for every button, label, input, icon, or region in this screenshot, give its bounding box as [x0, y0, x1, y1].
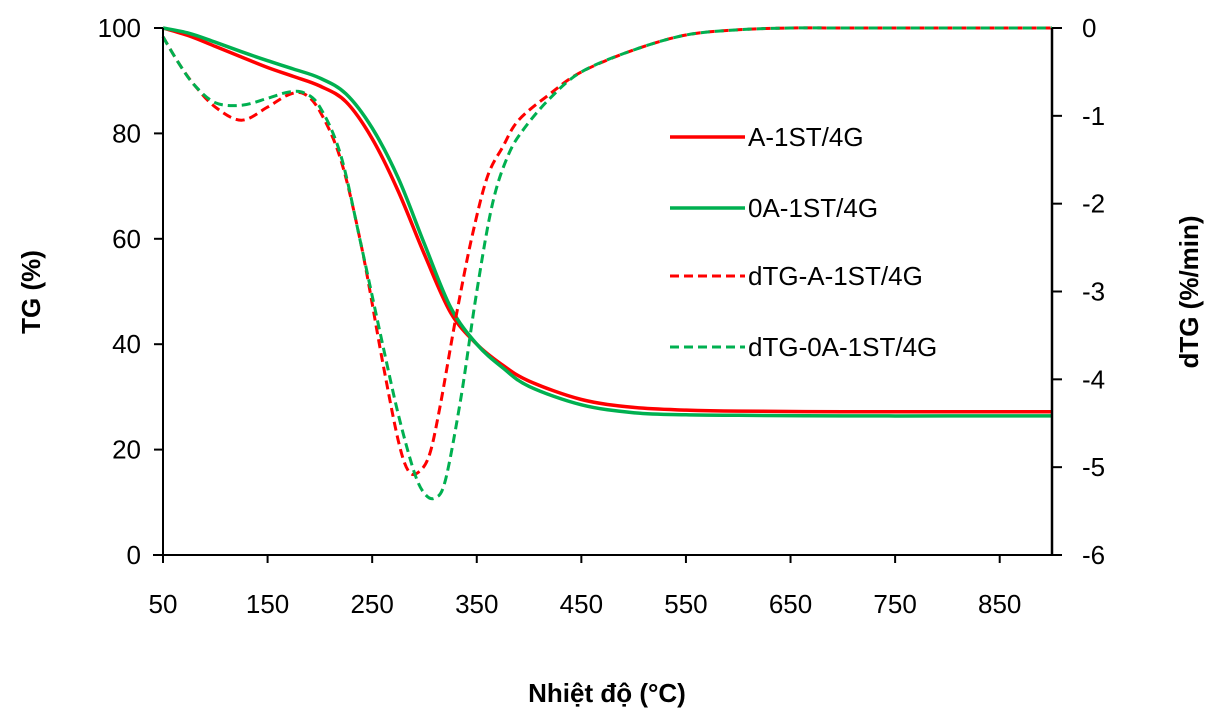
legend-label-3: dTG-0A-1ST/4G: [748, 332, 937, 362]
x-tick-label: 650: [769, 589, 812, 619]
y2-tick-label: -5: [1082, 452, 1105, 482]
y2-tick-label: -2: [1082, 189, 1105, 219]
legend: A-1ST/4G 0A-1ST/4G dTG-A-1ST/4G dTG-0A-1ST/…: [670, 122, 937, 362]
series-line-3: [161, 26, 1052, 501]
y-axis-title: TG (%): [16, 250, 46, 334]
y-tick-label: 20: [112, 435, 141, 465]
y2-tick-label: -1: [1082, 101, 1105, 131]
series-line-2: [161, 26, 1052, 477]
x-axis-title: Nhiệt độ (°C): [528, 678, 686, 708]
x-tick-label: 850: [978, 589, 1021, 619]
series-layer: [161, 26, 1052, 501]
y-tick-label: 40: [112, 329, 141, 359]
series-line-1: [162, 26, 1052, 418]
x-tick-label: 150: [246, 589, 289, 619]
y-tick-label: 60: [112, 224, 141, 254]
y-tick-label: 0: [127, 540, 141, 570]
series-line-0: [162, 26, 1052, 414]
legend-label-0: A-1ST/4G: [748, 122, 864, 152]
legend-label-1: 0A-1ST/4G: [748, 193, 878, 223]
y2-tick-label: 0: [1082, 13, 1096, 43]
legend-label-2: dTG-A-1ST/4G: [748, 261, 923, 291]
x-tick-label: 450: [560, 589, 603, 619]
y-tick-label: 100: [98, 13, 141, 43]
x-tick-label: 750: [873, 589, 916, 619]
ticks-layer: 50 150 250 350 450 550 650 750 850 0 20 40 60 80 100 0 -…: [98, 13, 1106, 619]
y2-tick-label: -6: [1082, 540, 1105, 570]
y2-tick-label: -4: [1082, 364, 1105, 394]
x-tick-label: 50: [149, 589, 178, 619]
x-tick-label: 550: [664, 589, 707, 619]
x-tick-label: 350: [455, 589, 498, 619]
x-tick-label: 250: [350, 589, 393, 619]
y-tick-label: 80: [112, 118, 141, 148]
y2-tick-label: -3: [1082, 277, 1105, 307]
axes-layer: [153, 28, 1054, 556]
y2-axis-title: dTG (%/min): [1174, 215, 1204, 368]
